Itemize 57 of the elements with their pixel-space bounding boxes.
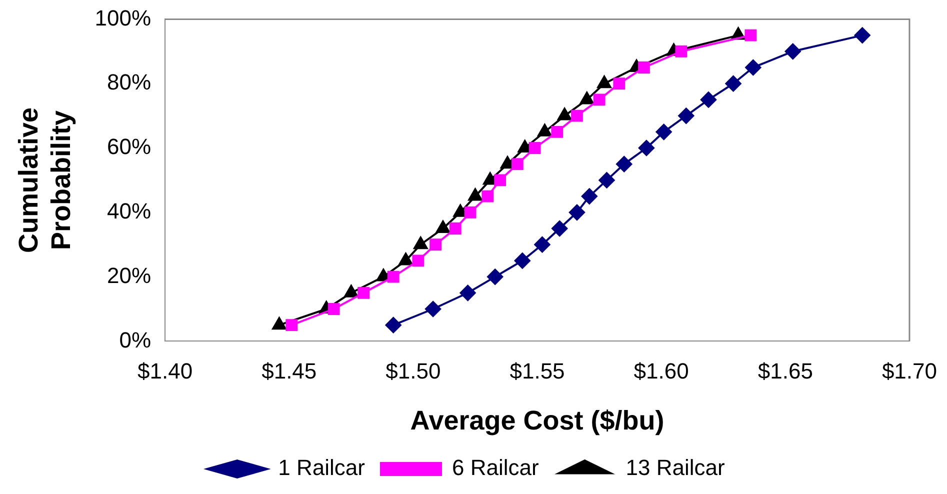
point (425, 301, 442, 317)
point (552, 220, 568, 236)
y-tick-label: 40% (107, 198, 152, 224)
x-tick-label: $1.40 (138, 358, 193, 384)
point (551, 126, 564, 138)
point (616, 156, 632, 172)
x-tick-label: $1.45 (262, 358, 317, 384)
point (482, 190, 494, 202)
y-tick-label: 20% (107, 262, 152, 288)
point (511, 158, 524, 170)
point (725, 76, 742, 92)
point (571, 110, 583, 122)
x-tick-label: $1.65 (758, 358, 813, 384)
y-tick-label: 0% (119, 327, 152, 352)
point (597, 76, 612, 88)
x-tick-label: $1.70 (882, 358, 938, 384)
x-tick-label: $1.50 (386, 358, 441, 384)
point (528, 142, 541, 154)
point (430, 238, 442, 251)
x-axis-title: Average Cost ($/bu) (410, 405, 664, 436)
point (328, 303, 340, 315)
point (656, 124, 672, 140)
x-tick-label: $1.55 (510, 358, 565, 384)
point (514, 252, 530, 269)
point (460, 284, 476, 301)
point (358, 286, 370, 299)
point (700, 92, 716, 108)
point (678, 108, 694, 124)
point (784, 43, 801, 60)
point (286, 319, 298, 332)
point (745, 60, 762, 76)
point (581, 188, 598, 204)
legend-label: 6 Railcar (452, 455, 539, 480)
x-tick-label: $1.60 (634, 358, 689, 384)
point (464, 206, 476, 218)
point (494, 174, 506, 186)
y-tick-label: 60% (107, 134, 152, 160)
point (487, 268, 504, 285)
y-tick-label: 100% (94, 5, 152, 30)
point (593, 94, 606, 106)
point (598, 172, 615, 188)
point (744, 29, 757, 42)
legend-label: 13 Railcar (626, 455, 725, 480)
point (412, 254, 424, 267)
point (613, 78, 626, 90)
point (854, 27, 870, 44)
point (638, 140, 654, 156)
point (638, 62, 650, 74)
point (568, 204, 585, 220)
point (675, 45, 688, 58)
y-axis-title: Cumulative Probability (14, 107, 76, 253)
point (385, 317, 402, 334)
y-tick-label: 80% (107, 70, 152, 95)
point (449, 222, 462, 234)
point (387, 270, 400, 283)
legend-label: 1 Railcar (278, 455, 365, 480)
point (534, 236, 550, 253)
